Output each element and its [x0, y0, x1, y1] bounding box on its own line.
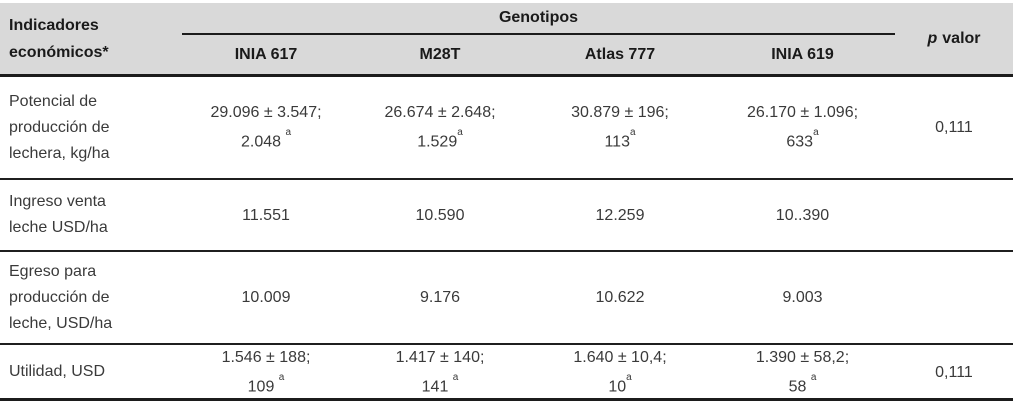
value-line-2: 633a: [786, 127, 819, 151]
table-row-ingreso: Ingreso venta leche USD/ha 11.551 10.590…: [0, 180, 1013, 252]
row-label-line: producción de: [9, 118, 110, 136]
value-cell-potencial-inia619: 26.170 ± 1.096; 633a: [710, 100, 895, 154]
value-line-1: 29.096 ± 3.547;: [210, 104, 322, 122]
value-cell-utilidad-inia617: 1.546 ± 188; 109 a: [182, 345, 350, 399]
value-cell-egreso-m28t: 9.176: [419, 289, 461, 306]
value-cell-utilidad-atlas777: 1.640 ± 10,4; 10a: [530, 345, 710, 399]
value-cell-ingreso-inia619: 10..390: [775, 206, 830, 224]
genotype-col-header-m28t: M28T: [419, 45, 461, 63]
genotype-col-header-atlas777: Atlas 777: [584, 45, 656, 63]
row-label-ingreso: Ingreso venta leche USD/ha: [0, 189, 182, 241]
value-cell-egreso-inia617: 10.009: [241, 289, 291, 306]
p-valor-italic-p: p: [927, 29, 938, 47]
genotypes-group-label: Genotipos: [182, 3, 895, 35]
p-value-cell-potencial: 0,111: [935, 119, 973, 136]
value-cell-egreso-atlas777: 10.622: [595, 289, 645, 306]
table-row-egreso: Egreso para producción de leche, USD/ha …: [0, 252, 1013, 345]
value-line-2: 2.048 a: [240, 127, 292, 151]
table-row-utilidad: Utilidad, USD 1.546 ± 188; 109 a 1.417 ±…: [0, 345, 1013, 401]
row-label-line: Ingreso venta: [9, 193, 106, 210]
superscript-a: a: [813, 127, 819, 139]
value-cell-potencial-m28t: 26.674 ± 2.648; 1.529a: [350, 100, 530, 154]
genotype-col-header-inia619: INIA 619: [771, 45, 834, 63]
p-valor-rest: valor: [942, 29, 981, 47]
row-label-egreso: Egreso para producción de leche, USD/ha: [0, 259, 182, 337]
row-label-line: Potencial de: [9, 92, 98, 110]
indicator-header-line-1: Indicadores: [9, 16, 99, 34]
row-label-potencial: Potencial de producción de lechera, kg/h…: [0, 89, 182, 167]
genotypes-group-header: Genotipos INIA 617 M28T Atlas 777 INIA 6…: [182, 3, 895, 74]
header-cell-indicators: Indicadores económicos*: [0, 3, 182, 74]
row-label-line: Egreso para: [9, 262, 97, 280]
superscript-a: a: [810, 372, 817, 383]
value-line-1: 1.546 ± 188;: [221, 349, 311, 366]
value-line-2: 10a: [608, 372, 632, 396]
value-line-2: 109 a: [247, 372, 285, 396]
value-cell-ingreso-atlas777: 12.259: [595, 206, 645, 224]
value-line-2: 113a: [604, 127, 636, 151]
value-line-1: 1.640 ± 10,4;: [573, 349, 667, 366]
superscript-a: a: [626, 372, 632, 383]
genotype-col-header-inia617: INIA 617: [234, 45, 298, 63]
row-label-line: Utilidad, USD: [9, 363, 106, 381]
value-line-2: 58 a: [788, 372, 817, 396]
value-line-1: 1.417 ± 140;: [395, 349, 485, 366]
p-valor-header: p valor: [895, 3, 1013, 74]
genotype-column-headers: INIA 617 M28T Atlas 777 INIA 619: [182, 35, 895, 74]
value-cell-utilidad-inia619: 1.390 ± 58,2; 58 a: [710, 345, 895, 399]
row-label-line: leche, USD/ha: [9, 314, 113, 332]
value-line-1: 1.390 ± 58,2;: [755, 349, 850, 366]
value-line-1: 26.674 ± 2.648;: [384, 104, 496, 122]
p-value-cell-utilidad: 0,111: [935, 363, 973, 381]
value-line-2: 1.529a: [417, 127, 463, 151]
value-cell-ingreso-m28t: 10.590: [415, 206, 465, 224]
value-line-1: 26.170 ± 1.096;: [746, 104, 859, 122]
economic-indicators-table: Indicadores económicos* Genotipos INIA 6…: [0, 3, 1013, 401]
superscript-a: a: [629, 127, 636, 139]
value-cell-utilidad-m28t: 1.417 ± 140; 141 a: [350, 345, 530, 399]
row-label-line: leche USD/ha: [9, 219, 108, 236]
table-row-potencial: Potencial de producción de lechera, kg/h…: [0, 77, 1013, 180]
value-cell-potencial-inia617: 29.096 ± 3.547; 2.048 a: [182, 100, 350, 154]
value-line-1: 30.879 ± 196;: [571, 104, 669, 122]
row-label-utilidad: Utilidad, USD: [0, 359, 182, 385]
value-cell-egreso-inia619: 9.003: [782, 289, 823, 306]
row-label-line: producción de: [9, 288, 110, 306]
value-cell-potencial-atlas777: 30.879 ± 196; 113a: [530, 100, 710, 154]
value-cell-ingreso-inia617: 11.551: [242, 206, 290, 224]
superscript-a: a: [452, 372, 459, 383]
indicator-header-line-2: económicos*: [9, 43, 109, 61]
superscript-a: a: [285, 127, 292, 139]
superscript-a: a: [457, 127, 463, 139]
superscript-a: a: [278, 372, 285, 383]
value-line-2: 141 a: [421, 372, 459, 396]
table-header: Indicadores económicos* Genotipos INIA 6…: [0, 3, 1013, 77]
row-label-line: lechera, kg/ha: [9, 144, 110, 162]
